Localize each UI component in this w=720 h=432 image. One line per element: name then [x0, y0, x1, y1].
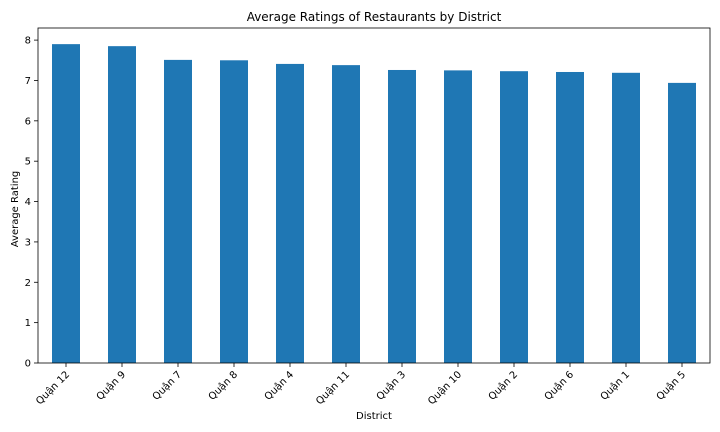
x-tick-label: Quận 1 [598, 369, 632, 403]
x-tick-label: Quận 9 [94, 369, 128, 403]
x-tick-label: Quận 10 [426, 369, 465, 408]
y-tick-label: 4 [25, 197, 31, 208]
bar-quận-1 [612, 72, 640, 364]
x-axis-label: District [356, 411, 392, 422]
y-tick-label: 3 [25, 237, 31, 248]
bar-quận-2 [500, 71, 528, 363]
bar-quận-5 [668, 82, 696, 363]
bar-quận-4 [276, 63, 304, 364]
x-tick-label: Quận 2 [486, 369, 520, 403]
y-axis: 0 1 2 3 4 5 6 7 8 [25, 36, 38, 370]
bar-group [52, 44, 696, 364]
plot-frame [37, 27, 711, 364]
y-axis-label: Average Rating [10, 171, 21, 247]
x-tick-label: Quận 7 [150, 369, 184, 403]
bar-quận-10 [444, 70, 472, 363]
x-tick-label: Quận 11 [314, 369, 353, 408]
x-tick-label: Quận 12 [34, 369, 73, 408]
bar-quận-11 [332, 65, 360, 363]
bar-quận-3 [388, 69, 416, 363]
y-tick-label: 5 [25, 157, 31, 168]
x-tick-label: Quận 5 [654, 369, 688, 403]
chart-title: Average Ratings of Restaurants by Distri… [247, 10, 502, 24]
bar-quận-7 [164, 59, 192, 363]
y-tick-label: 7 [25, 76, 31, 87]
y-tick-label: 8 [25, 36, 31, 47]
y-tick-label: 0 [25, 359, 31, 370]
bar-quận-8 [220, 60, 248, 363]
bar-quận-9 [108, 46, 136, 363]
y-tick-label: 1 [25, 318, 31, 329]
bar-quận-12 [52, 44, 80, 363]
bar-quận-6 [556, 71, 584, 364]
x-tick-label: Quận 6 [542, 369, 576, 403]
y-tick-label: 6 [25, 116, 31, 127]
x-tick-label: Quận 8 [206, 369, 240, 403]
x-axis: Quận 12 Quận 9 Quận 7 Quận 8 Quận 4 Quận 11 Qu… [34, 363, 688, 408]
y-tick-label: 2 [25, 278, 31, 289]
x-tick-label: Quận 4 [262, 369, 296, 403]
x-tick-label: Quận 3 [374, 369, 408, 403]
